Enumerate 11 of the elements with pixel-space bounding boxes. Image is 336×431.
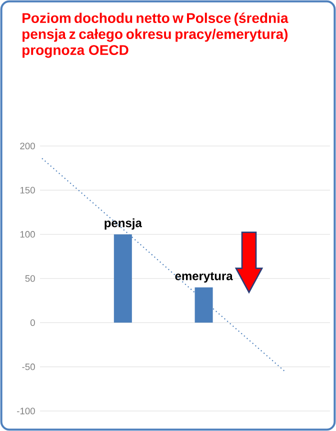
y-tick-label: 200 [20,142,35,150]
y-tick-label: 50 [25,275,35,282]
y-tick-label: -50 [22,364,35,370]
x-tick-label: pensja [104,218,142,230]
y-tick-label: 150 [20,186,35,194]
y-tick-label: -100 [17,408,35,414]
y-tick-label: 100 [20,231,35,238]
y-tick-label: 0 [30,319,35,326]
x-tick-label: emerytura [175,272,233,283]
line-series [41,158,286,372]
chart-title: Poziom dochodu netto w Polsce (średnia pensja z całego okresu pracy/emerytura) prognoza OECD [22,12,288,58]
